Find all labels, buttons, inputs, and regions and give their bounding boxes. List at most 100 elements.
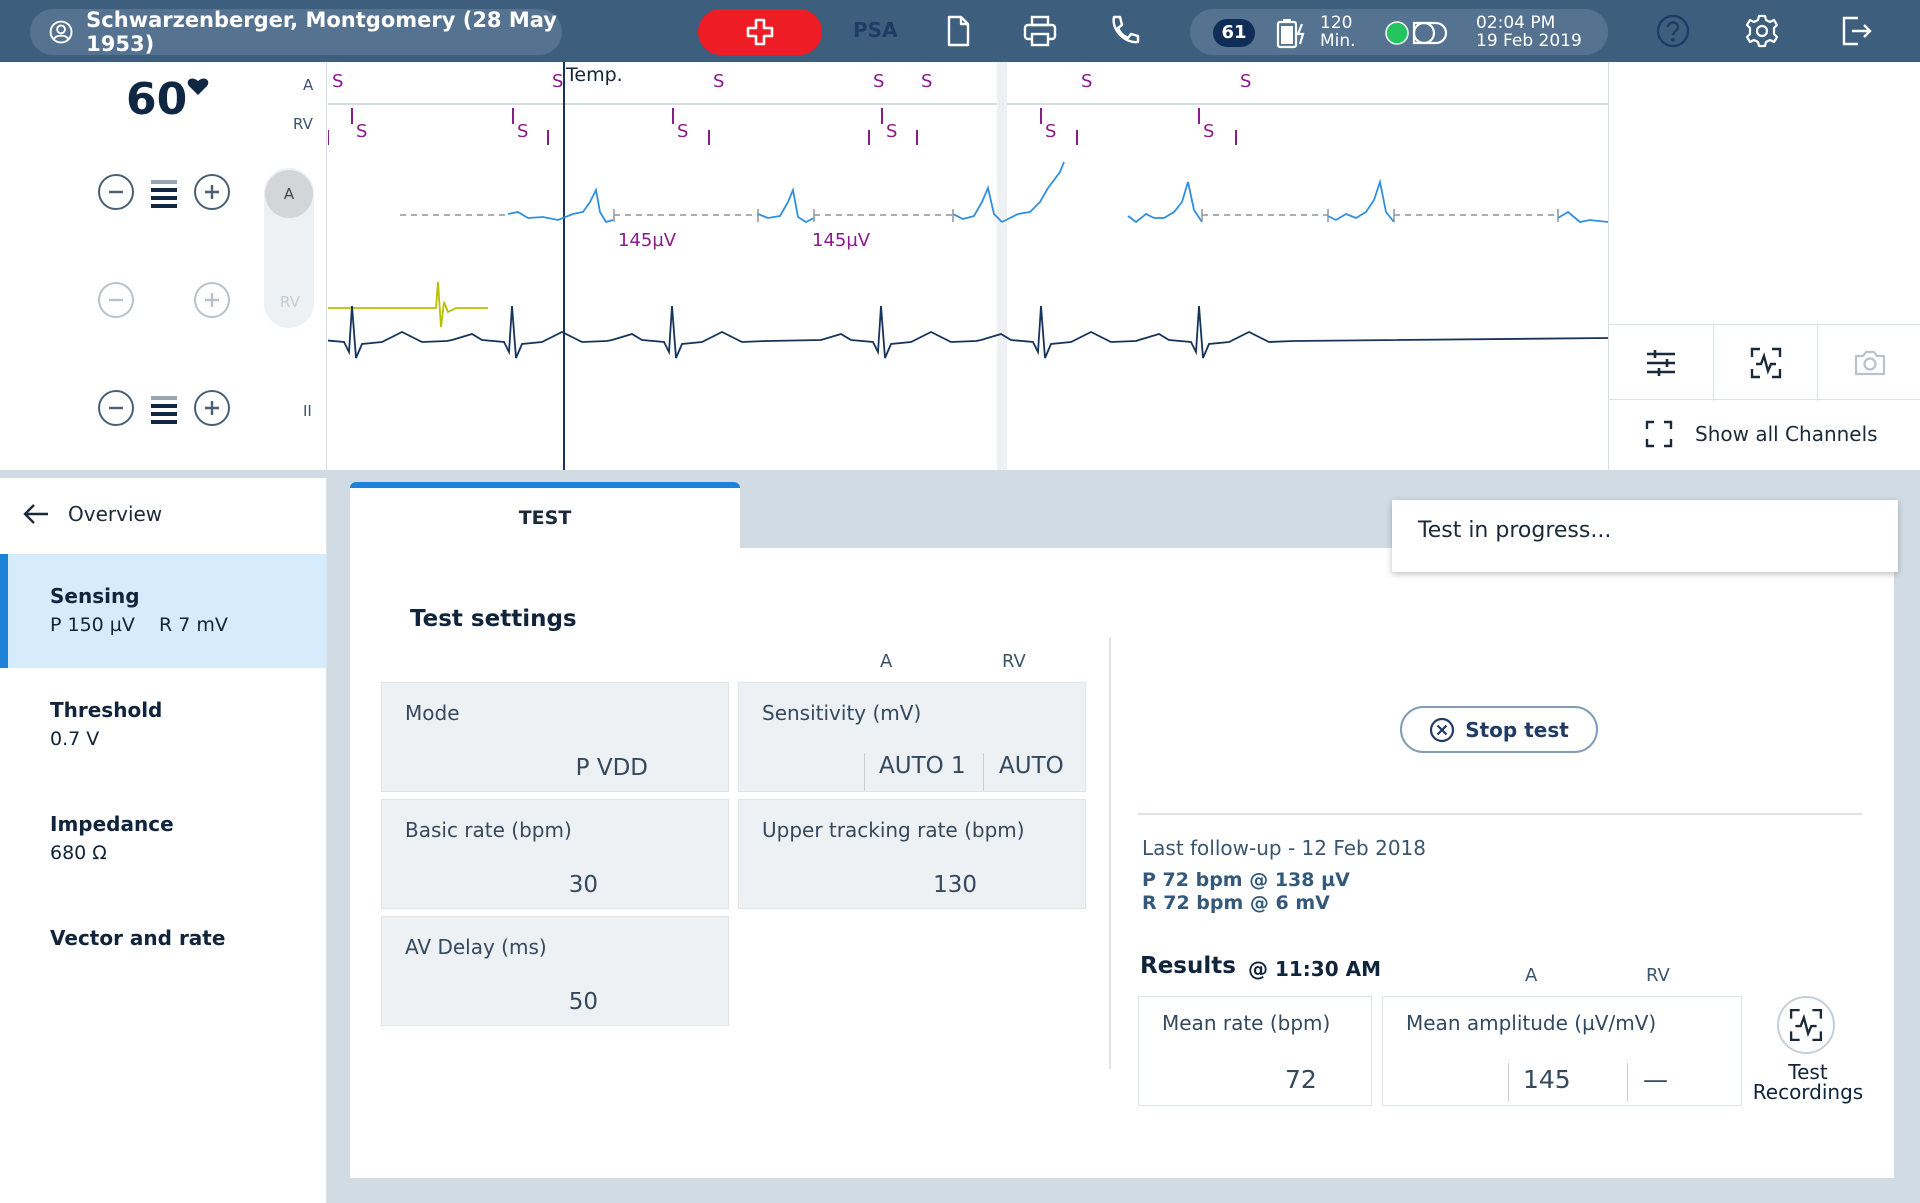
sidebar-item-threshold[interactable]: Threshold 0.7 V bbox=[0, 698, 326, 750]
results-column-a: A bbox=[1525, 965, 1538, 986]
stop-test-button[interactable]: Stop test bbox=[1400, 706, 1598, 753]
psa-mode-label[interactable]: PSA bbox=[853, 18, 898, 42]
device-status: 61 120 Min. 02:04 PM 19 Feb 2019 bbox=[1190, 9, 1608, 55]
record-strip-button[interactable] bbox=[1713, 325, 1817, 401]
phone-icon[interactable] bbox=[1106, 13, 1142, 49]
sensitivity-rv-value: AUTO bbox=[999, 753, 1064, 779]
param-basic-rate[interactable]: Basic rate (bpm) 30 bbox=[381, 799, 729, 909]
results-divider bbox=[1138, 813, 1862, 815]
atrial-egm-trace bbox=[507, 161, 1608, 224]
gain-level-ii-icon bbox=[151, 396, 177, 424]
sidebar-item-sensing[interactable]: Sensing P 150 µV R 7 mV bbox=[0, 554, 326, 668]
strip-tools-panel: Show all Channels bbox=[1608, 62, 1920, 470]
minus-icon bbox=[109, 406, 123, 410]
channel-controls: 60 A RV II A RV bbox=[0, 62, 327, 470]
stop-icon bbox=[1430, 717, 1455, 742]
show-all-channels-button[interactable]: Show all Channels bbox=[1645, 420, 1878, 448]
column-header-rv: RV bbox=[1002, 651, 1026, 672]
param-value: 50 bbox=[568, 989, 598, 1015]
filter-button[interactable] bbox=[1609, 325, 1713, 401]
sidebar-item-title: Threshold bbox=[50, 698, 163, 722]
heart-rate-value: 60 bbox=[126, 74, 188, 125]
channel-toggle-knob[interactable]: A bbox=[265, 170, 313, 218]
tab-test[interactable]: TEST bbox=[350, 482, 740, 548]
ventricular-sense-marker-label: S bbox=[1203, 121, 1214, 142]
mean-amplitude-a-value: 145 bbox=[1523, 1065, 1571, 1094]
increase-gain-ii-button[interactable] bbox=[194, 390, 230, 426]
logout-icon[interactable] bbox=[1838, 13, 1874, 49]
test-recordings-line1: Test bbox=[1788, 1060, 1828, 1084]
result-mean-amplitude: Mean amplitude (µV/mV) 145 — bbox=[1382, 996, 1742, 1106]
param-av-delay[interactable]: AV Delay (ms) 50 bbox=[381, 916, 729, 1026]
result-label: Mean rate (bpm) bbox=[1162, 1011, 1331, 1035]
atrial-sense-marker-label: S bbox=[1240, 71, 1251, 92]
temp-label: Temp. bbox=[566, 64, 623, 86]
ecg-strip: S S S S S S S S S S S S S Temp. 145µV 145µV bbox=[328, 62, 1608, 470]
channel-label-a: A bbox=[303, 76, 314, 94]
atrial-sense-marker-label: S bbox=[713, 71, 724, 92]
test-recordings-label[interactable]: Test Recordings bbox=[1750, 1062, 1866, 1102]
sense-markers: S S S S S S S S S S S S S bbox=[328, 71, 1251, 145]
result-value: 72 bbox=[1285, 1065, 1317, 1094]
document-icon[interactable] bbox=[940, 13, 976, 49]
decrease-gain-a-button[interactable] bbox=[98, 174, 134, 210]
value-separator bbox=[1508, 1063, 1509, 1101]
increase-gain-rv-button[interactable] bbox=[194, 282, 230, 318]
value-separator bbox=[983, 753, 984, 791]
sidebar-item-value: 0.7 V bbox=[50, 728, 100, 750]
expand-icon bbox=[1645, 420, 1673, 448]
sidebar-item-value: 680 Ω bbox=[50, 842, 107, 864]
param-label: AV Delay (ms) bbox=[405, 935, 547, 959]
test-recordings-line2: Recordings bbox=[1752, 1080, 1864, 1104]
decrease-gain-ii-button[interactable] bbox=[98, 390, 134, 426]
help-icon[interactable] bbox=[1655, 13, 1691, 49]
screenshot-button[interactable] bbox=[1817, 325, 1920, 401]
test-settings-title: Test settings bbox=[410, 606, 577, 632]
sidebar-item-impedance[interactable]: Impedance 680 Ω bbox=[0, 812, 326, 864]
settings-icon[interactable] bbox=[1744, 13, 1780, 49]
recording-icon bbox=[1789, 1008, 1823, 1042]
result-mean-rate: Mean rate (bpm) 72 bbox=[1138, 996, 1372, 1106]
atrial-sense-marker-label: S bbox=[332, 71, 343, 92]
sidebar-item-title: Impedance bbox=[50, 812, 174, 836]
minus-icon bbox=[109, 190, 123, 194]
follow-up-r-wave: R 72 bpm @ 6 mV bbox=[1142, 892, 1330, 914]
increase-gain-a-button[interactable] bbox=[194, 174, 230, 210]
param-mode[interactable]: Mode P VDD bbox=[381, 682, 729, 792]
heart-rate-display: 60 bbox=[126, 74, 209, 125]
stop-test-label: Stop test bbox=[1465, 717, 1569, 742]
print-icon[interactable] bbox=[1022, 13, 1058, 49]
camera-icon bbox=[1854, 350, 1885, 376]
sidebar: Overview Sensing P 150 µV R 7 mV Thresho… bbox=[0, 478, 327, 1203]
user-icon bbox=[49, 20, 73, 44]
sidebar-item-title: Sensing bbox=[50, 584, 140, 608]
ventricular-sense-marker-label: S bbox=[886, 121, 897, 142]
ventricular-sense-marker-label: S bbox=[356, 121, 367, 142]
patient-selector[interactable]: Schwarzenberger, Montgomery (28 May 1953… bbox=[30, 8, 562, 56]
plus-icon bbox=[205, 185, 219, 199]
emergency-button[interactable] bbox=[698, 9, 822, 55]
param-sensitivity[interactable]: Sensitivity (mV) AUTO 1 AUTO bbox=[738, 682, 1086, 792]
ecg-waveforms: S S S S S S S S S S S S S bbox=[328, 62, 1608, 470]
blanking-dashes bbox=[400, 209, 1559, 222]
overview-back-link[interactable]: Overview bbox=[22, 502, 162, 526]
param-value: 30 bbox=[568, 872, 598, 898]
sidebar-item-vector-rate[interactable]: Vector and rate bbox=[0, 926, 326, 950]
current-time: 02:04 PM bbox=[1476, 13, 1556, 33]
param-label: Basic rate (bpm) bbox=[405, 818, 572, 842]
top-bar: Schwarzenberger, Montgomery (28 May 1953… bbox=[0, 0, 1920, 62]
atrial-sense-marker-label: S bbox=[873, 71, 884, 92]
value-separator bbox=[1627, 1063, 1628, 1101]
section-divider bbox=[1109, 637, 1111, 1069]
gain-level-a-icon bbox=[151, 180, 177, 208]
test-recordings-button[interactable] bbox=[1777, 996, 1835, 1054]
ecg-divider bbox=[0, 470, 1920, 478]
decrease-gain-rv-button[interactable] bbox=[98, 282, 134, 318]
last-follow-up: Last follow-up - 12 Feb 2018 bbox=[1142, 836, 1426, 860]
current-date: 19 Feb 2019 bbox=[1476, 31, 1582, 51]
plus-icon bbox=[205, 293, 219, 307]
sidebar-item-title: Vector and rate bbox=[50, 926, 226, 950]
plus-icon bbox=[205, 401, 219, 415]
connection-icon bbox=[1385, 21, 1448, 45]
param-upper-tracking-rate[interactable]: Upper tracking rate (bpm) 130 bbox=[738, 799, 1086, 909]
